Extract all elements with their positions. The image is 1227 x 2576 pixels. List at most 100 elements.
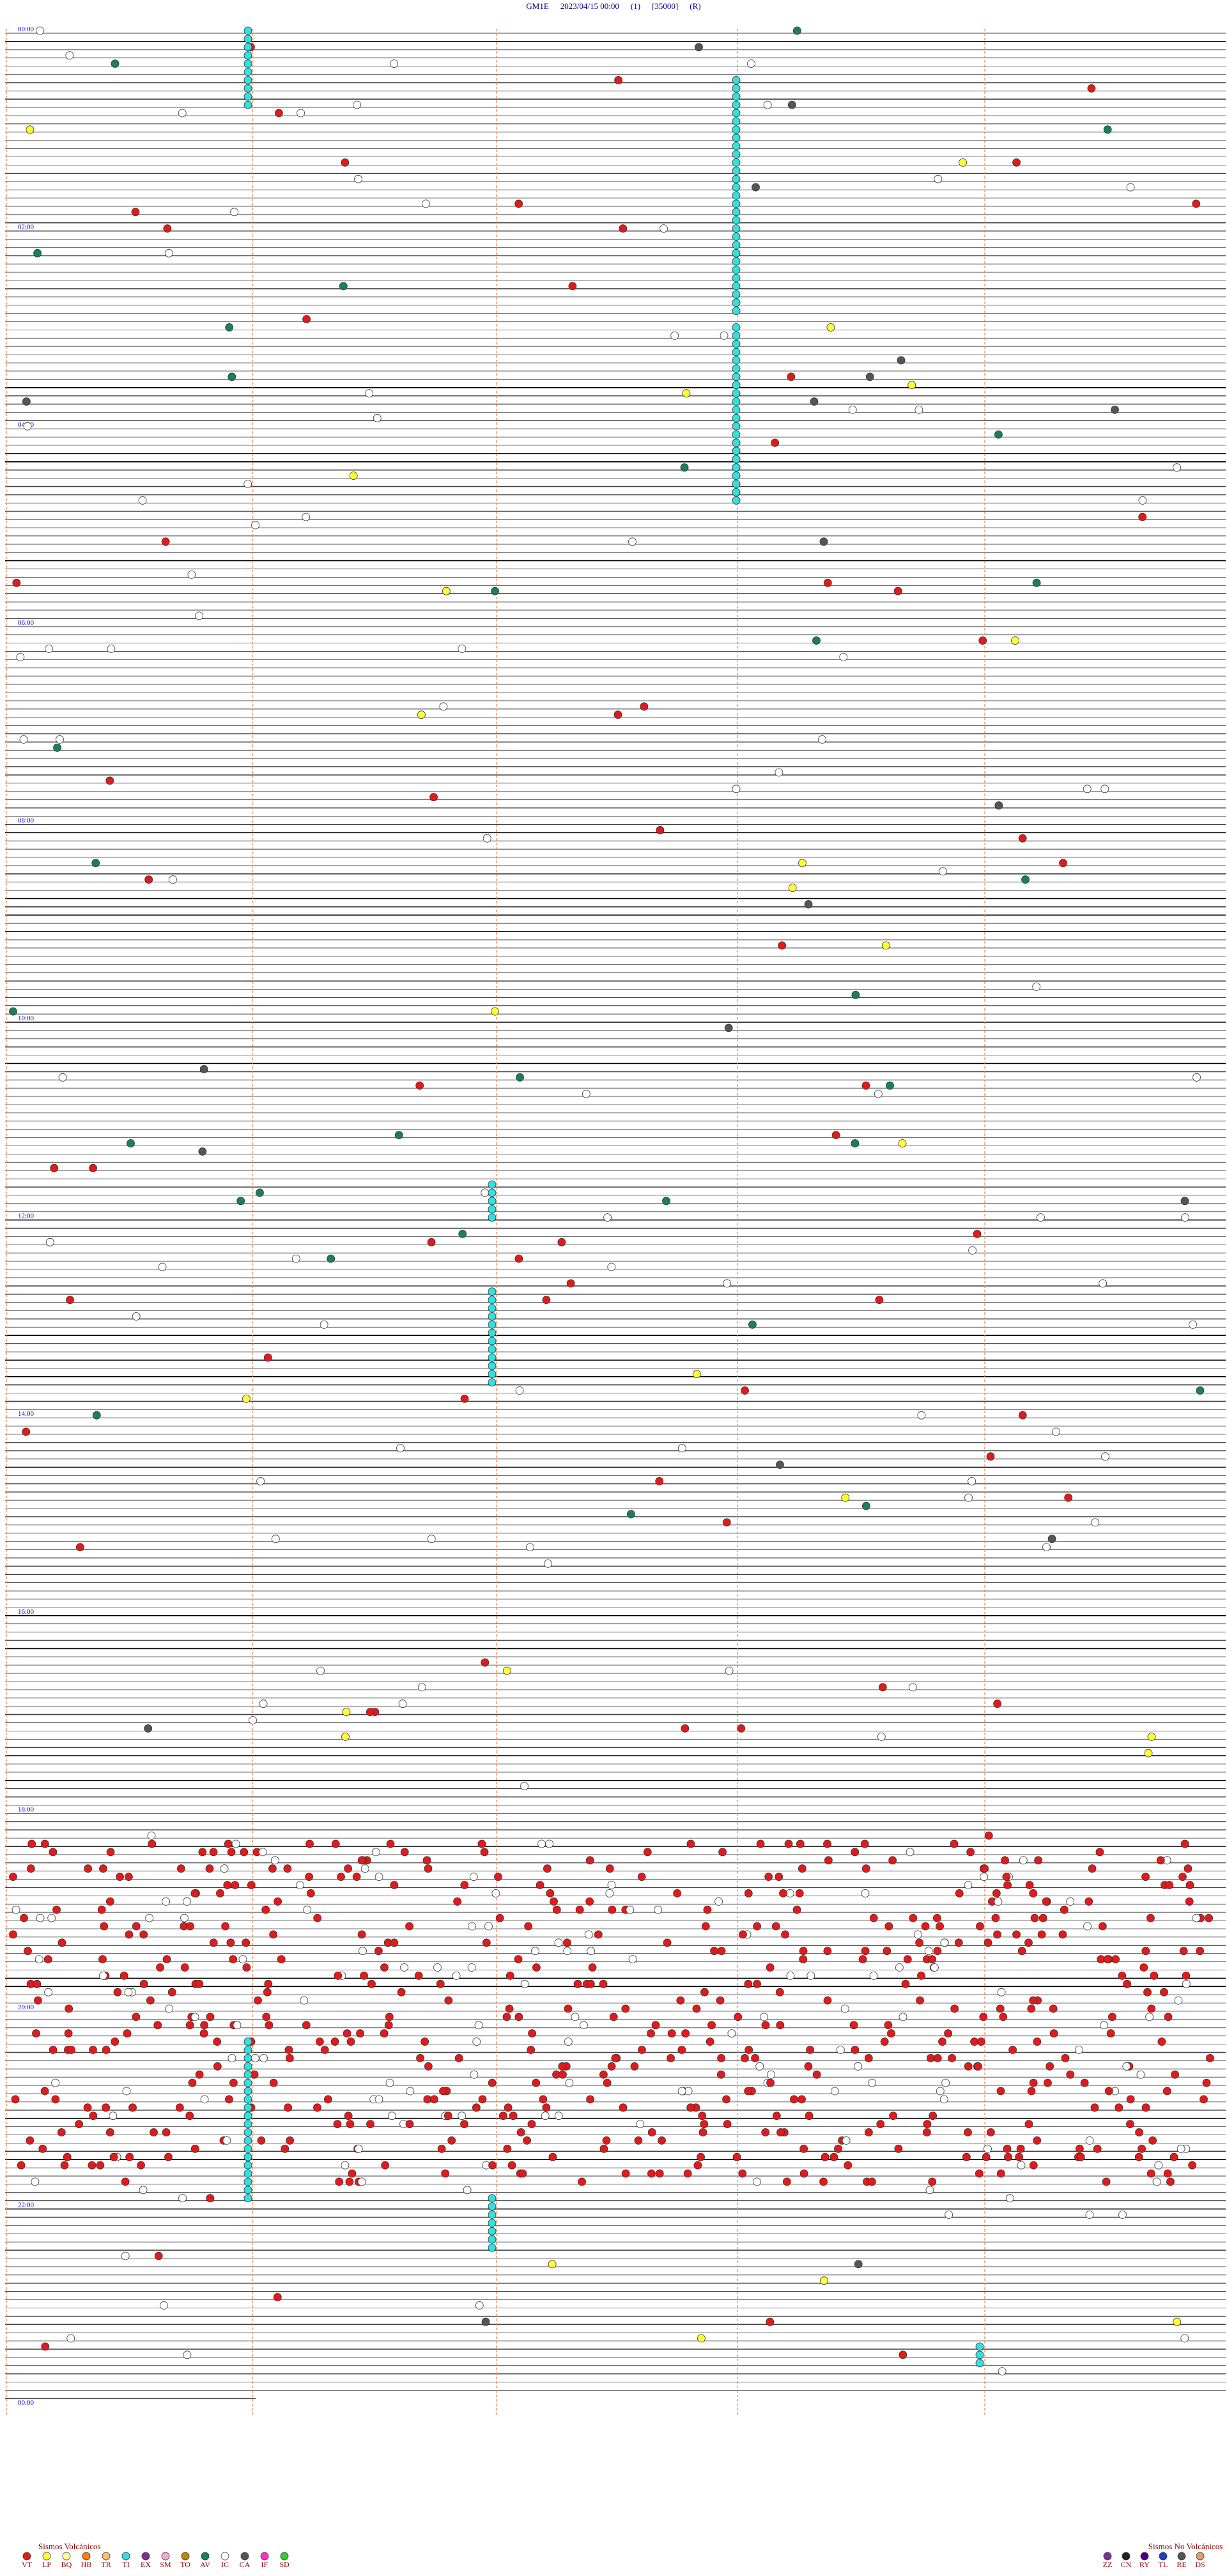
event-marker xyxy=(732,447,741,456)
event-marker xyxy=(45,645,54,653)
event-marker xyxy=(380,1963,389,1972)
event-marker xyxy=(994,1897,1003,1906)
event-marker xyxy=(776,1460,784,1469)
event-marker xyxy=(430,2095,438,2104)
event-marker xyxy=(1173,463,1181,472)
event-marker xyxy=(732,100,741,109)
event-marker xyxy=(198,1848,207,1857)
header-datetime: 2023/04/15 00:00 xyxy=(560,1,619,11)
event-marker xyxy=(647,2128,656,2136)
event-marker xyxy=(333,2120,342,2129)
event-marker xyxy=(588,1963,597,1972)
event-marker xyxy=(692,2004,701,2013)
event-marker xyxy=(554,2112,563,2120)
event-marker xyxy=(24,1947,32,1956)
event-marker xyxy=(488,1361,497,1370)
event-marker xyxy=(732,438,741,447)
event-marker xyxy=(127,1139,135,1147)
event-marker xyxy=(228,372,236,381)
event-marker xyxy=(1134,2152,1143,2161)
event-marker xyxy=(256,1476,265,1485)
event-marker xyxy=(806,2046,814,2054)
event-marker xyxy=(1182,1979,1191,1988)
event-marker xyxy=(269,2078,278,2087)
event-marker xyxy=(526,1543,534,1552)
event-marker xyxy=(880,2037,889,2046)
event-marker xyxy=(1181,1213,1189,1222)
event-marker xyxy=(243,2144,252,2153)
event-marker xyxy=(488,2227,497,2235)
event-marker xyxy=(105,1897,114,1906)
event-marker xyxy=(732,109,741,118)
event-marker xyxy=(1138,496,1147,505)
legend-marker xyxy=(1103,2552,1112,2561)
legend-marker xyxy=(121,2552,130,2561)
event-marker xyxy=(16,653,25,661)
event-marker xyxy=(60,2161,69,2170)
event-marker xyxy=(806,1971,815,1980)
event-marker xyxy=(732,381,741,390)
event-marker xyxy=(842,2136,851,2145)
event-marker xyxy=(932,1913,941,1922)
event-marker xyxy=(748,1320,757,1329)
event-marker xyxy=(209,1938,218,1947)
event-marker xyxy=(507,2161,516,2170)
event-marker xyxy=(195,2070,204,2079)
event-marker xyxy=(89,2046,97,2054)
event-marker xyxy=(964,2062,973,2071)
event-marker xyxy=(1064,1493,1073,1502)
event-marker xyxy=(1152,2177,1161,2186)
event-marker xyxy=(732,125,741,134)
header: GM1E 2023/04/15 00:00 (1) [35000] (R) xyxy=(526,1,700,11)
header-channel: (1) xyxy=(631,1,640,11)
event-marker xyxy=(138,496,147,505)
event-marker xyxy=(437,2144,446,2153)
event-marker xyxy=(1196,1947,1205,1956)
event-marker xyxy=(34,1996,42,2005)
event-marker xyxy=(341,2161,350,2170)
legend-code: SM xyxy=(160,2560,171,2569)
event-marker xyxy=(898,1139,907,1147)
legend-code: DS xyxy=(1195,2560,1205,2569)
event-marker xyxy=(390,1881,399,1889)
event-marker xyxy=(552,1905,561,1914)
event-marker xyxy=(516,1073,524,1082)
legend-marker xyxy=(102,2552,111,2561)
event-marker xyxy=(12,1905,20,1914)
event-marker xyxy=(1066,1897,1075,1906)
event-marker xyxy=(1141,1947,1150,1956)
event-marker xyxy=(302,512,311,521)
event-marker xyxy=(64,2029,73,2038)
event-marker xyxy=(470,2070,479,2079)
event-marker xyxy=(488,2161,497,2170)
event-marker xyxy=(1141,2103,1150,2112)
event-marker xyxy=(233,2021,242,2030)
event-marker xyxy=(681,1724,690,1733)
event-marker xyxy=(580,2021,588,2030)
legend-marker xyxy=(240,2552,249,2561)
event-marker xyxy=(865,372,874,381)
event-marker xyxy=(536,1881,544,1889)
event-marker xyxy=(744,2087,753,2096)
event-marker xyxy=(242,1963,251,1972)
event-marker xyxy=(92,1411,101,1420)
event-marker xyxy=(341,158,350,167)
event-marker xyxy=(913,1930,922,1939)
event-marker xyxy=(964,1493,973,1502)
event-marker xyxy=(243,100,252,109)
event-marker xyxy=(637,1873,646,1882)
event-marker xyxy=(1075,2144,1084,2153)
event-marker xyxy=(1095,1848,1104,1857)
event-marker xyxy=(752,183,760,192)
event-marker xyxy=(441,2169,450,2178)
event-marker xyxy=(397,1988,406,1997)
header-mode: (R) xyxy=(690,1,700,11)
event-marker xyxy=(605,1889,614,1897)
event-marker xyxy=(1169,2152,1178,2161)
event-marker xyxy=(11,2095,20,2104)
event-marker xyxy=(585,1856,594,1865)
event-marker xyxy=(563,1947,572,1956)
event-marker xyxy=(747,59,755,68)
event-marker xyxy=(950,1839,959,1848)
event-marker xyxy=(820,2276,828,2285)
